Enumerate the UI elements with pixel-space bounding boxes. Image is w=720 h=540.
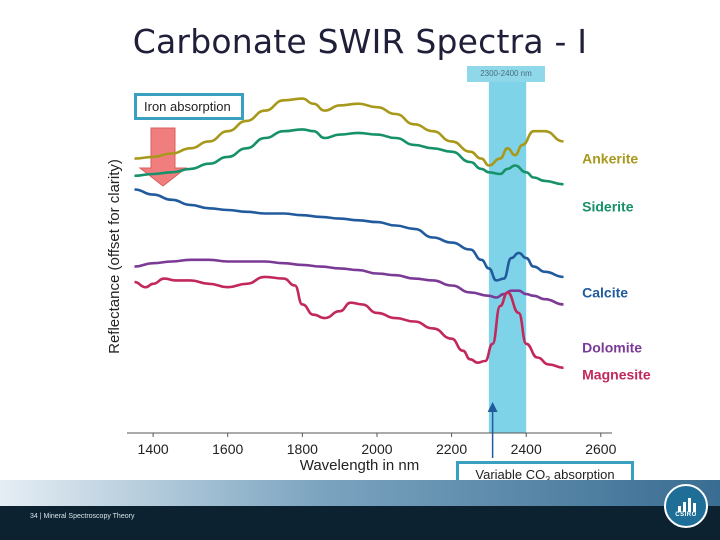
series-label-magnesite: Magnesite bbox=[582, 367, 651, 383]
absorption-band bbox=[488, 82, 527, 433]
x-tick-label: 1400 bbox=[138, 441, 169, 457]
series-line-siderite bbox=[134, 128, 564, 186]
co3-prefix: Variable CO bbox=[475, 467, 546, 482]
x-tick-label: 2600 bbox=[585, 441, 616, 457]
iron-absorption-callout: Iron absorption bbox=[134, 93, 244, 120]
footer-page-number: 34 bbox=[30, 513, 38, 520]
logo-text: CSIRO bbox=[675, 512, 697, 518]
footer-bar bbox=[0, 506, 720, 540]
csiro-logo-icon: CSIRO bbox=[664, 484, 708, 528]
x-tick-label: 2200 bbox=[436, 441, 467, 457]
series-label-calcite: Calcite bbox=[582, 284, 628, 300]
series-line-dolomite bbox=[134, 258, 564, 306]
slide-title: Carbonate SWIR Spectra - I bbox=[132, 22, 588, 61]
footer-separator: | bbox=[39, 513, 42, 520]
x-tick-label: 2400 bbox=[511, 441, 542, 457]
series-label-dolomite: Dolomite bbox=[582, 339, 642, 355]
footer-gradient-band bbox=[0, 480, 720, 508]
series-line-calcite bbox=[134, 188, 564, 282]
footer-caption: 34 | Mineral Spectroscopy Theory bbox=[30, 513, 134, 520]
x-tick-label: 2000 bbox=[361, 441, 392, 457]
band-range-label: 2300-2400 nm bbox=[467, 66, 545, 82]
co3-subscript: 3 bbox=[545, 475, 550, 485]
x-tick-label: 1600 bbox=[212, 441, 243, 457]
series-line-magnesite bbox=[134, 275, 564, 370]
spectra-chart: 1400 1600 1800 2000 2200 2400 2600 Wavelength i… bbox=[106, 82, 651, 474]
series-label-ankerite: Ankerite bbox=[582, 151, 638, 167]
y-axis-label: Reflectance (offset for clarity) bbox=[106, 159, 123, 354]
co3-pointer-arrowhead bbox=[487, 402, 498, 412]
x-tick-label: 1800 bbox=[287, 441, 318, 457]
series-label-siderite: Siderite bbox=[582, 199, 634, 215]
x-axis-label: Wavelength in nm bbox=[300, 457, 420, 474]
series-line-ankerite bbox=[134, 97, 564, 167]
footer-title: Mineral Spectroscopy Theory bbox=[43, 513, 135, 520]
co3-suffix: absorption bbox=[550, 467, 615, 482]
